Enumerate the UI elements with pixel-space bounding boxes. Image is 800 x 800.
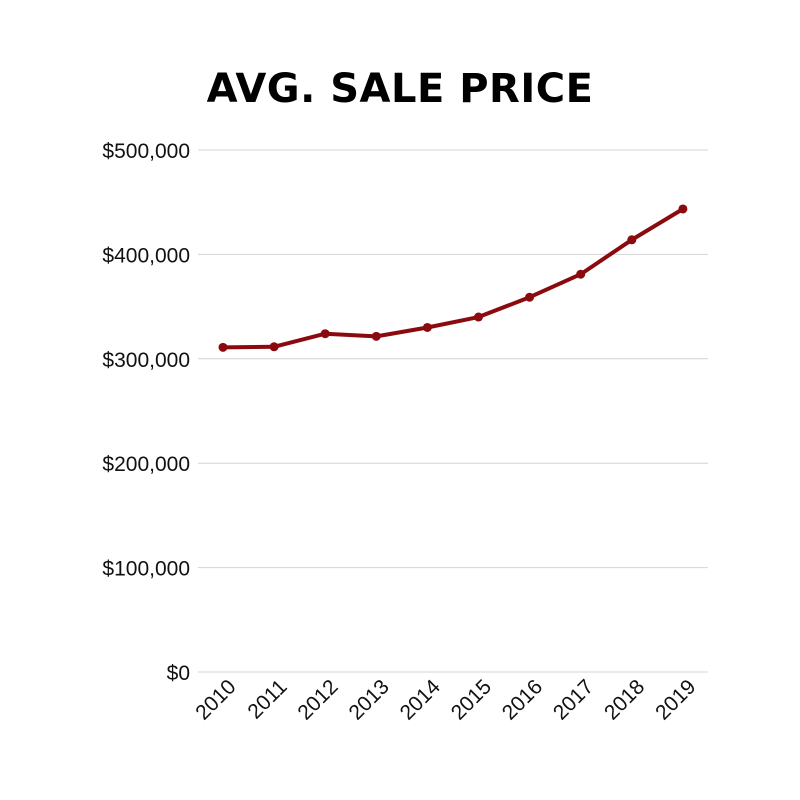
data-point: [218, 342, 228, 352]
data-point: [576, 269, 586, 279]
grid-layer: [198, 149, 708, 673]
y-tick-label: $300,000: [102, 349, 190, 372]
data-point: [525, 292, 535, 302]
x-tick-label: 2013: [345, 675, 394, 724]
y-tick-label: $500,000: [102, 140, 190, 163]
data-point: [320, 329, 330, 339]
x-tick-label: 2016: [498, 675, 547, 724]
data-point: [678, 204, 688, 214]
x-tick-label: 2012: [293, 675, 342, 724]
data-point: [474, 312, 483, 322]
data-point: [269, 342, 279, 352]
x-tick-label: 2011: [243, 675, 291, 723]
y-tick-label: $400,000: [102, 244, 190, 267]
chart-title: AVG. SALE PRICE: [206, 66, 594, 112]
x-tick-label: 2014: [396, 675, 446, 725]
series-line: [221, 206, 685, 350]
series-layer: [218, 204, 688, 352]
y-tick-label: $100,000: [102, 558, 190, 581]
y-axis: $0 $100,000 $200,000 $300,000 $400,000 $500,0…: [102, 140, 190, 685]
data-point: [627, 235, 637, 245]
x-tick-label: 2010: [191, 675, 240, 724]
x-tick-label: 2015: [447, 675, 496, 724]
x-tick-label: 2017: [549, 675, 598, 724]
y-tick-label: $200,000: [102, 453, 190, 476]
x-tick-label: 2018: [600, 675, 649, 724]
data-point: [371, 331, 381, 341]
data-point: [422, 322, 432, 332]
x-axis: 2010 2011 2012 2013 2014 2015 2016 2017 2018 2019: [191, 675, 700, 725]
x-tick-label: 2019: [651, 675, 700, 724]
y-tick-label: $0: [167, 662, 190, 685]
